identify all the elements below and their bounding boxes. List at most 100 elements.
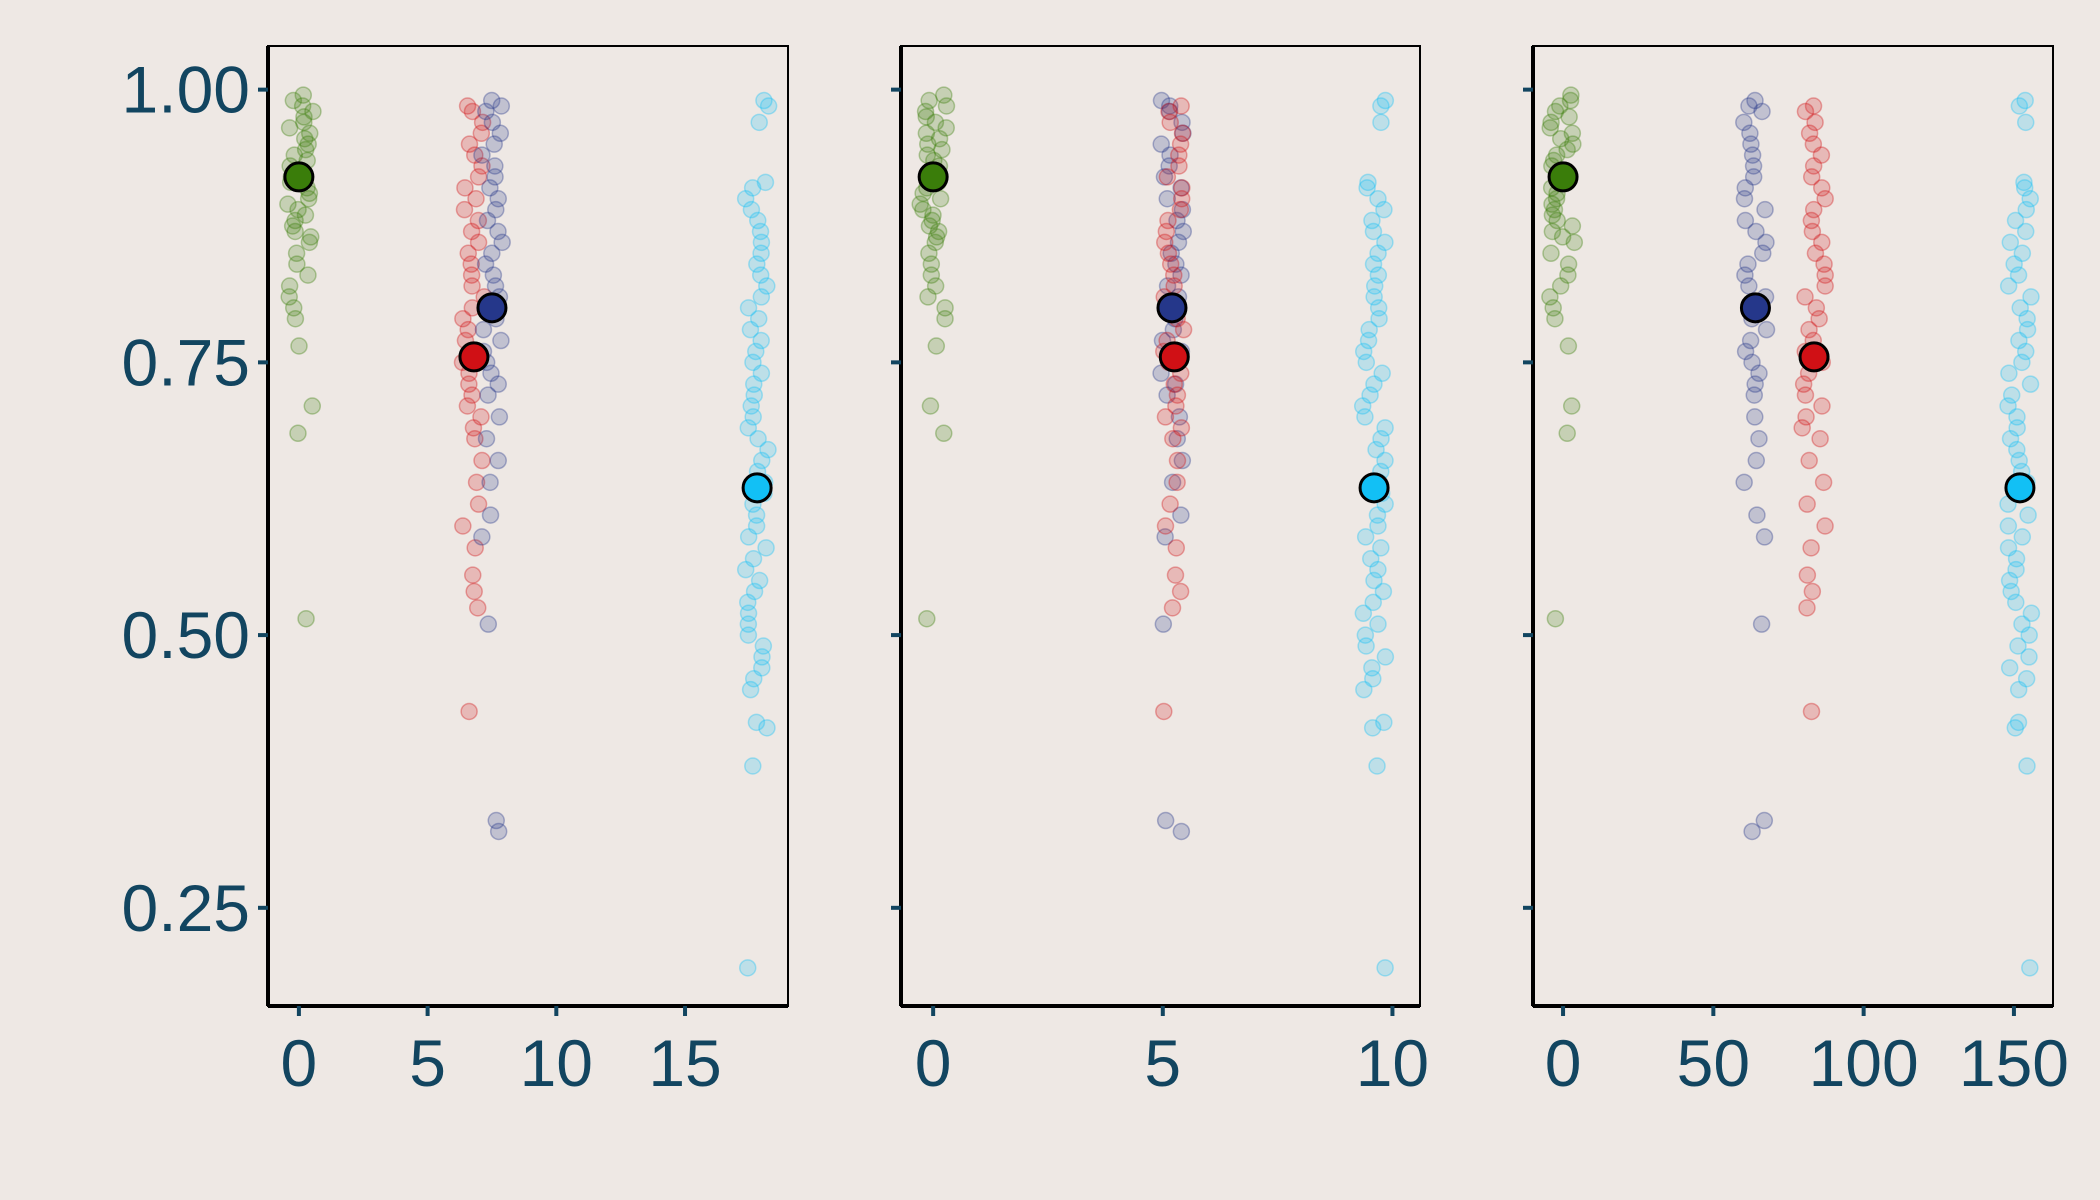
data-point — [935, 86, 953, 104]
series-4 — [736, 91, 778, 977]
data-point — [1757, 233, 1775, 252]
data-point — [299, 189, 318, 208]
data-point — [296, 206, 315, 224]
data-point — [1374, 582, 1393, 601]
data-point — [929, 222, 948, 241]
data-point — [1561, 91, 1580, 110]
data-point — [466, 146, 484, 164]
data-point — [2001, 429, 2020, 448]
data-point — [921, 397, 940, 415]
data-point — [477, 429, 496, 448]
data-point — [1735, 189, 1754, 208]
data-point — [1802, 539, 1820, 557]
data-point — [484, 266, 503, 284]
data-point — [1756, 200, 1774, 219]
data-point — [926, 233, 945, 252]
data-point — [2017, 200, 2035, 219]
data-point — [1158, 168, 1177, 186]
data-point — [1364, 255, 1383, 273]
data-point — [487, 200, 505, 219]
data-point — [739, 299, 758, 317]
x-tick-label: 5 — [1144, 1026, 1181, 1100]
data-point — [289, 424, 307, 443]
data-point — [1172, 179, 1190, 197]
data-point — [1359, 331, 1378, 350]
data-point — [936, 309, 954, 328]
data-point — [1543, 206, 1562, 224]
data-point — [297, 609, 315, 628]
data-point — [1559, 266, 1577, 284]
data-point — [1747, 451, 1766, 470]
data-point — [752, 233, 771, 252]
data-point — [744, 408, 762, 426]
x-tick-label: 150 — [1959, 1026, 2069, 1100]
data-point — [1369, 266, 1388, 284]
data-point — [1816, 277, 1834, 295]
data-point — [491, 124, 510, 143]
data-point — [2021, 189, 2039, 208]
data-point — [485, 135, 503, 153]
data-point — [1800, 124, 1819, 143]
data-point — [1562, 397, 1581, 415]
data-point — [752, 364, 771, 383]
data-point — [1163, 599, 1182, 617]
data-point — [1173, 113, 1191, 132]
data-point — [1168, 473, 1186, 492]
panel-border — [267, 45, 789, 1007]
data-point — [1800, 320, 1818, 339]
data-point — [287, 244, 306, 263]
data-point — [2013, 615, 2031, 633]
data-point — [1164, 429, 1182, 448]
x-tick-label: 0 — [281, 1026, 318, 1100]
data-point — [1168, 451, 1187, 470]
data-point — [1796, 386, 1815, 404]
data-point — [2021, 959, 2039, 977]
data-point — [1160, 157, 1178, 175]
data-point — [2018, 757, 2036, 775]
data-point — [1159, 244, 1178, 263]
data-point — [1156, 517, 1175, 535]
data-point — [1166, 375, 1185, 393]
data-point — [1743, 353, 1761, 372]
data-point — [917, 108, 935, 126]
data-point — [290, 337, 308, 355]
data-point — [1369, 560, 1387, 579]
data-point — [752, 288, 771, 306]
data-point — [284, 91, 303, 110]
data-point — [1541, 119, 1559, 137]
data-point — [1172, 97, 1190, 115]
data-point — [922, 266, 941, 284]
data-point — [1156, 408, 1175, 426]
data-point — [1802, 168, 1821, 186]
data-point — [1562, 86, 1580, 104]
data-point — [739, 626, 758, 644]
mean-marker — [1358, 472, 1390, 504]
data-point — [1168, 211, 1186, 230]
data-point — [2009, 266, 2028, 284]
data-point — [1159, 211, 1177, 230]
data-point — [1543, 195, 1561, 213]
data-point — [1813, 397, 1831, 415]
data-point — [2008, 440, 2026, 459]
data-point — [1167, 255, 1185, 273]
data-point — [1558, 140, 1576, 159]
data-point — [1735, 113, 1753, 132]
data-point — [473, 451, 491, 470]
data-point — [1361, 386, 1379, 404]
data-point — [739, 604, 758, 623]
data-point — [286, 211, 304, 230]
panel-3: 0 50 100 150 — [1523, 45, 2069, 1100]
data-point — [1746, 375, 1764, 393]
data-point — [454, 309, 472, 328]
data-point — [464, 566, 482, 584]
data-point — [492, 97, 511, 115]
data-point — [2018, 320, 2037, 339]
data-point — [753, 659, 771, 677]
data-point — [1161, 113, 1179, 132]
data-point — [1363, 659, 1381, 677]
data-point — [467, 473, 486, 492]
data-point — [1355, 680, 1373, 699]
data-point — [299, 135, 317, 153]
data-point — [1548, 211, 1566, 230]
data-point — [922, 255, 941, 273]
